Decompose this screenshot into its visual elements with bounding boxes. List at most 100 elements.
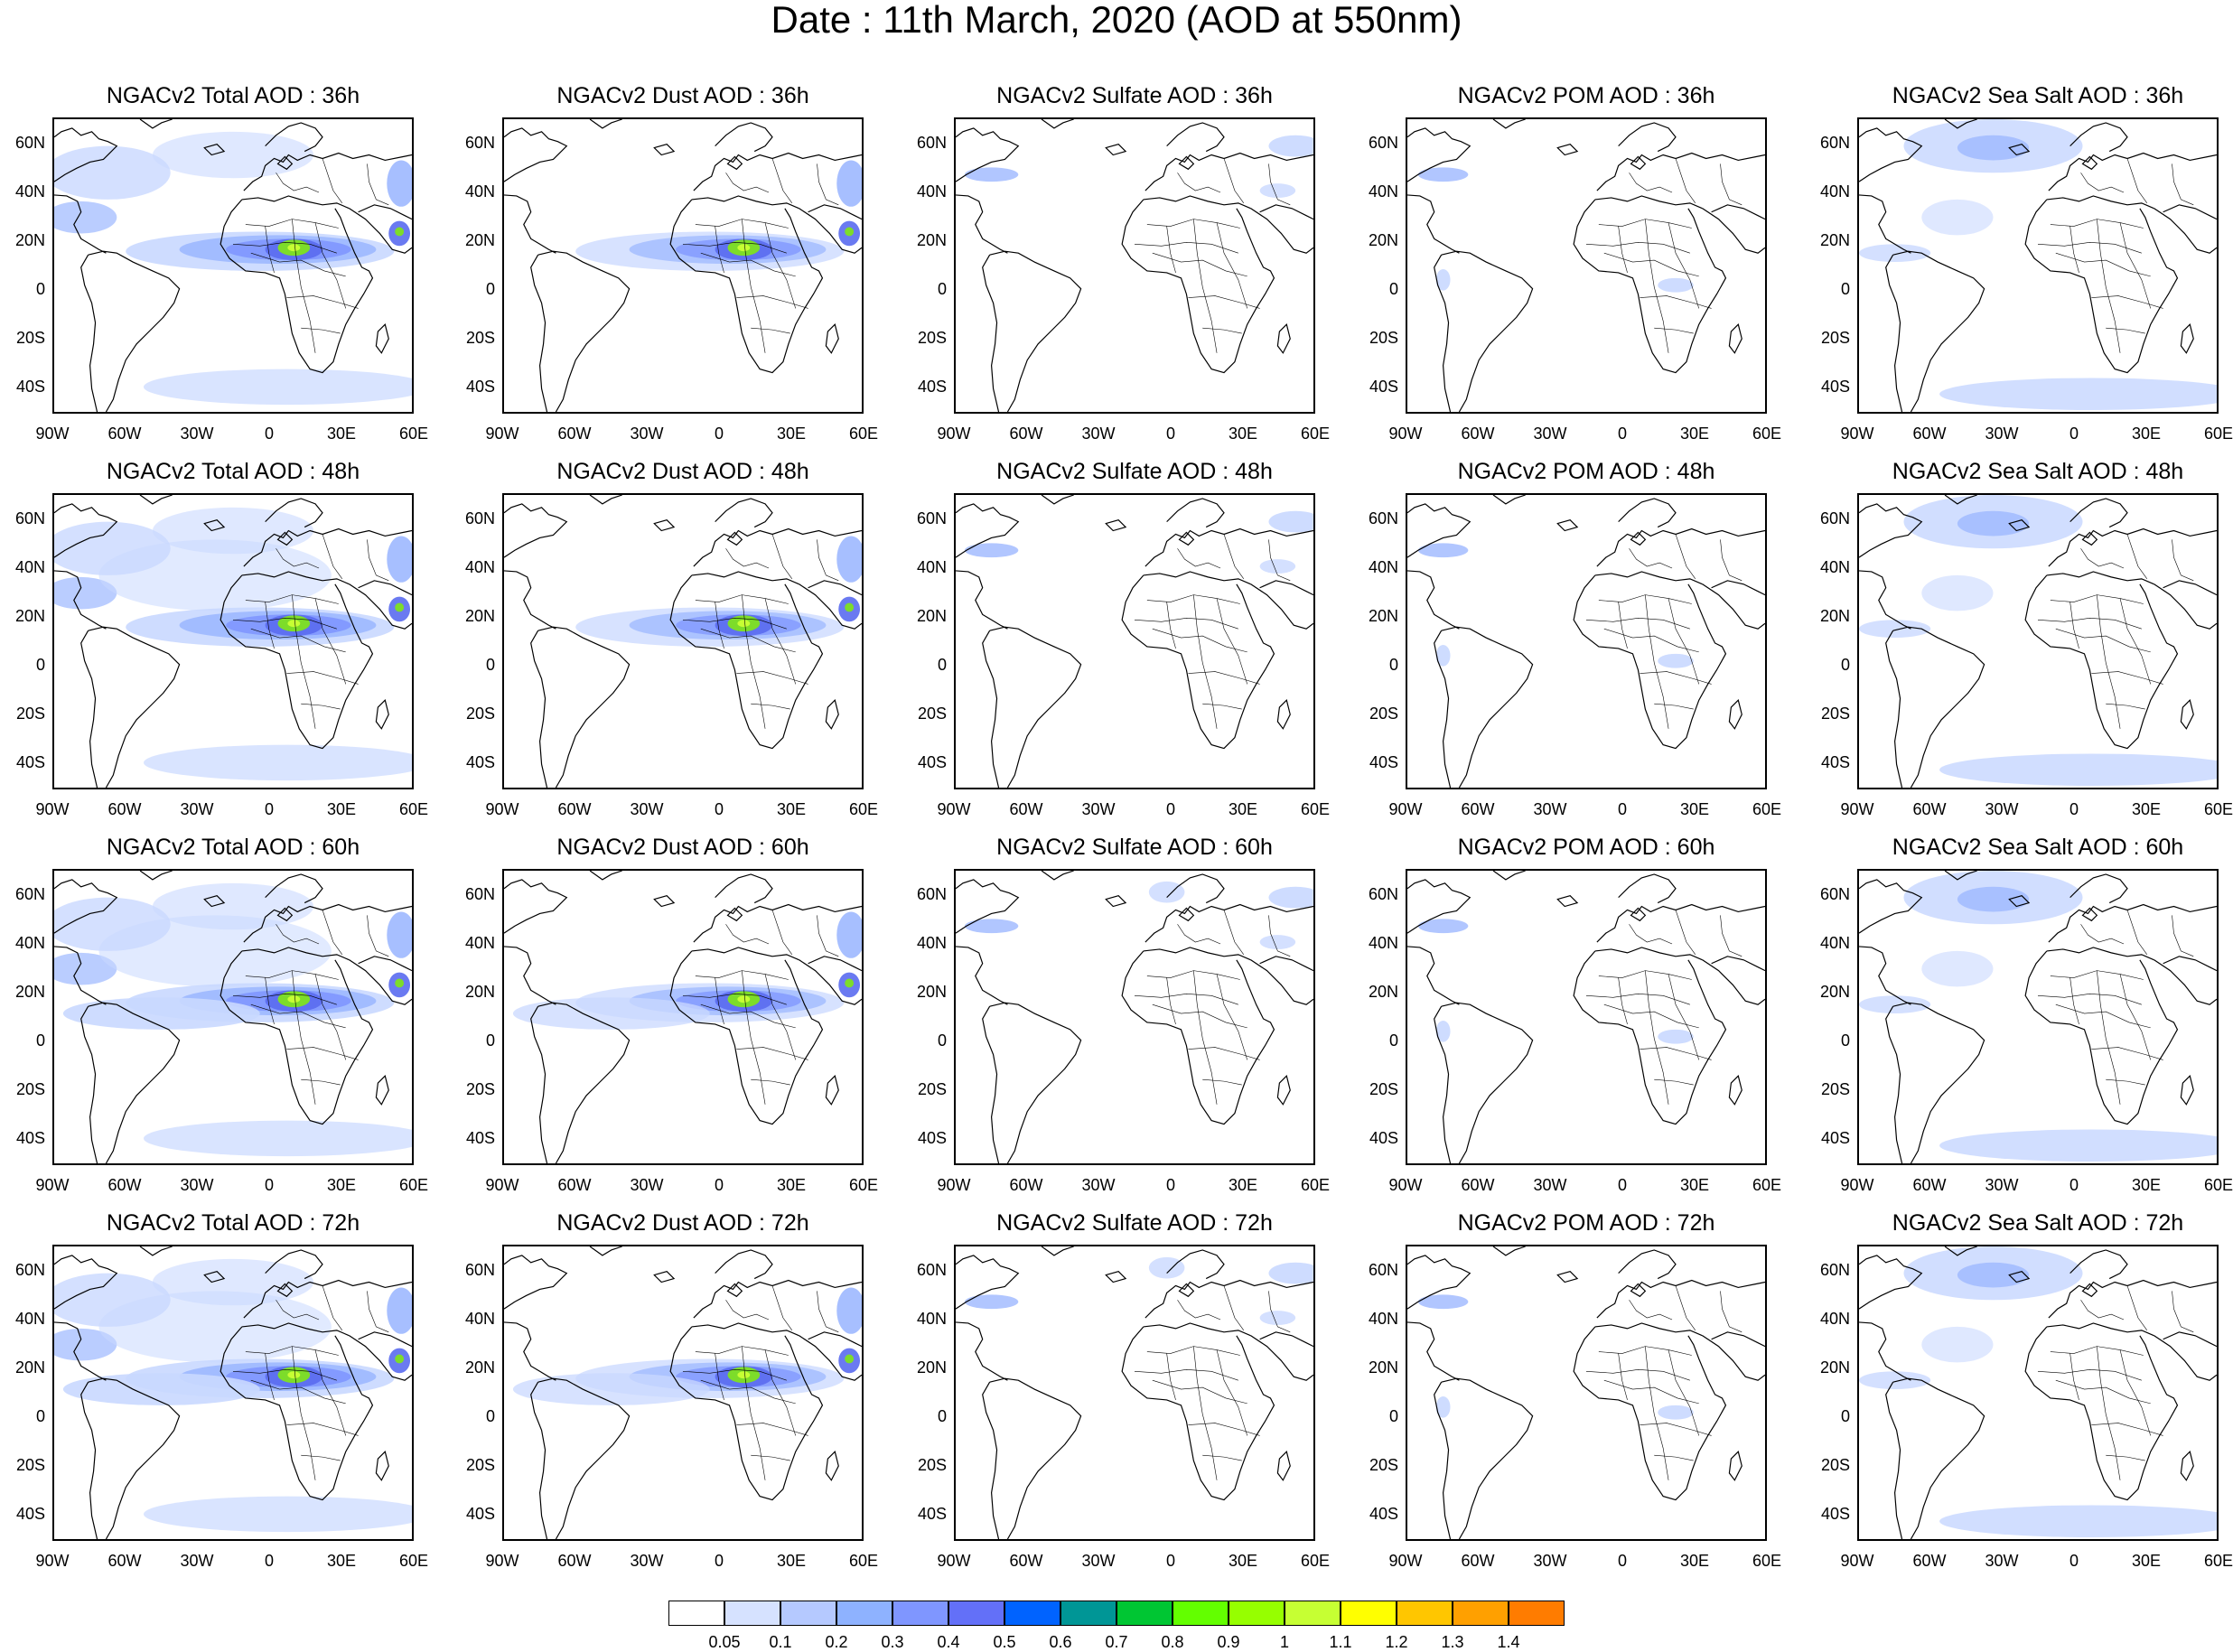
latitude-tick-label: 60N [1368,509,1398,527]
coastline [139,871,173,881]
longitude-tick-label: 90W [1840,425,1874,443]
coastline [1434,1005,1452,1163]
aod-field-blob [387,911,412,958]
coastline [1892,626,1985,788]
coastline [276,907,294,922]
coastline [1105,894,1127,908]
coastline [243,152,412,191]
coastline [1166,122,1225,153]
latitude-tick-label: 60N [14,1261,45,1279]
panel-title: NGACv2 Sulfate AOD : 72h [996,1210,1273,1236]
longitude-tick-label: 90W [937,425,971,443]
country-border [232,242,337,254]
aod-map [956,119,1313,412]
coastline [1105,143,1127,156]
latitude-tick-label: 40N [464,1310,495,1328]
longitude-tick-label: 30E [776,425,807,443]
aod-field-blob [1957,1262,2030,1288]
country-border [764,222,797,309]
latitude-tick-label: 20S [1369,1080,1398,1098]
country-border [292,970,316,1105]
country-border [314,598,347,685]
coastline [1892,1002,1985,1163]
longitude-tick-label: 30W [630,1552,664,1570]
country-border [1134,242,1238,254]
country-border [301,327,341,334]
longitude-tick-label: 90W [35,800,70,818]
coastline [1105,518,1127,532]
longitude-tick-label: 0 [1617,1552,1627,1570]
longitude-tick-label: 0 [1165,425,1175,443]
country-border [1166,977,1176,1024]
coastline [530,1381,548,1539]
coastline [1859,503,1923,558]
coastline [203,143,226,156]
longitude-tick-label: 0 [714,425,724,443]
latitude-tick-label: 20N [1368,983,1398,1001]
coastline [1618,122,1677,153]
coastline [1556,518,1579,532]
aod-map [1407,495,1765,788]
map-panel-pom-3: NGACv2 POM AOD : 60h 60N 40N 20N 0 20S 40S 90W 6… [1369,835,1781,1203]
coastline [2154,1335,2217,1381]
latitude-tick-label: 40N [1368,1310,1398,1328]
map-panel-sulfate-4: NGACv2 Sulfate AOD : 72h 60N 40N 20N 0 20S 40S… [917,1210,1330,1579]
longitude-tick-label: 60W [557,1552,592,1570]
coastline [1276,1075,1291,1106]
colorbar-swatch [1453,1601,1509,1626]
latitude-tick-label: 40N [916,558,947,576]
country-border [250,1379,346,1405]
country-border [2091,1047,2163,1060]
latitude-tick-label: 40S [1820,1129,1850,1147]
latitude-tick-label: 20N [1819,607,1850,625]
country-border [1268,539,1291,582]
coastline [956,194,1008,254]
country-border [751,1078,790,1086]
coastline [1728,1075,1742,1106]
country-border [725,924,770,945]
map-panel-total-1: NGACv2 Total AOD : 36h 60N 40N 20N 0 20S 40S 90… [15,83,428,452]
aod-field-blob [836,911,862,958]
latitude-tick-label: 20N [1819,983,1850,1001]
aod-field-blob [144,1496,412,1533]
map-panel-sulfate-2: NGACv2 Sulfate AOD : 48h 60N 40N 20N 0 20S 40S… [917,459,1330,827]
longitude-tick-label: 60W [557,1176,592,1194]
coastline [349,1335,412,1381]
coastline [1441,626,1534,788]
latitude-tick-label: 40N [464,934,495,952]
coastline [504,879,568,934]
aod-field-blob [1259,183,1296,198]
aod-field-blob [144,1120,412,1157]
coastline [54,570,107,630]
coastline [1728,323,1742,354]
coastline [1618,873,1677,904]
country-border [292,594,316,729]
country-border [1668,598,1700,685]
panel-title: NGACv2 Dust AOD : 36h [556,83,809,108]
coastline [715,498,773,528]
country-border [2126,158,2148,204]
country-border [1177,173,1221,193]
panel-title: NGACv2 Sulfate AOD : 48h [996,459,1273,484]
aod-field-blob [964,167,1019,182]
country-border [1640,295,1712,309]
country-border [1720,163,1742,206]
coastline [1702,583,1765,630]
coastline [88,1377,181,1539]
longitude-tick-label: 30W [180,1552,214,1570]
coastline [80,1381,98,1539]
longitude-tick-label: 60W [1009,1176,1043,1194]
country-border [1675,534,1696,580]
longitude-tick-label: 60W [1912,800,1947,818]
aod-field-blob [62,997,260,1030]
coastline [1143,1322,1251,1337]
country-border [1268,1291,1291,1333]
country-border [1146,219,1240,229]
coastline [2081,155,2098,171]
coastline [989,1002,1082,1163]
country-border [286,671,359,685]
longitude-tick-label: 30E [1679,1552,1710,1570]
coastline [80,630,98,788]
country-border [1166,1353,1176,1400]
country-border [764,974,797,1060]
